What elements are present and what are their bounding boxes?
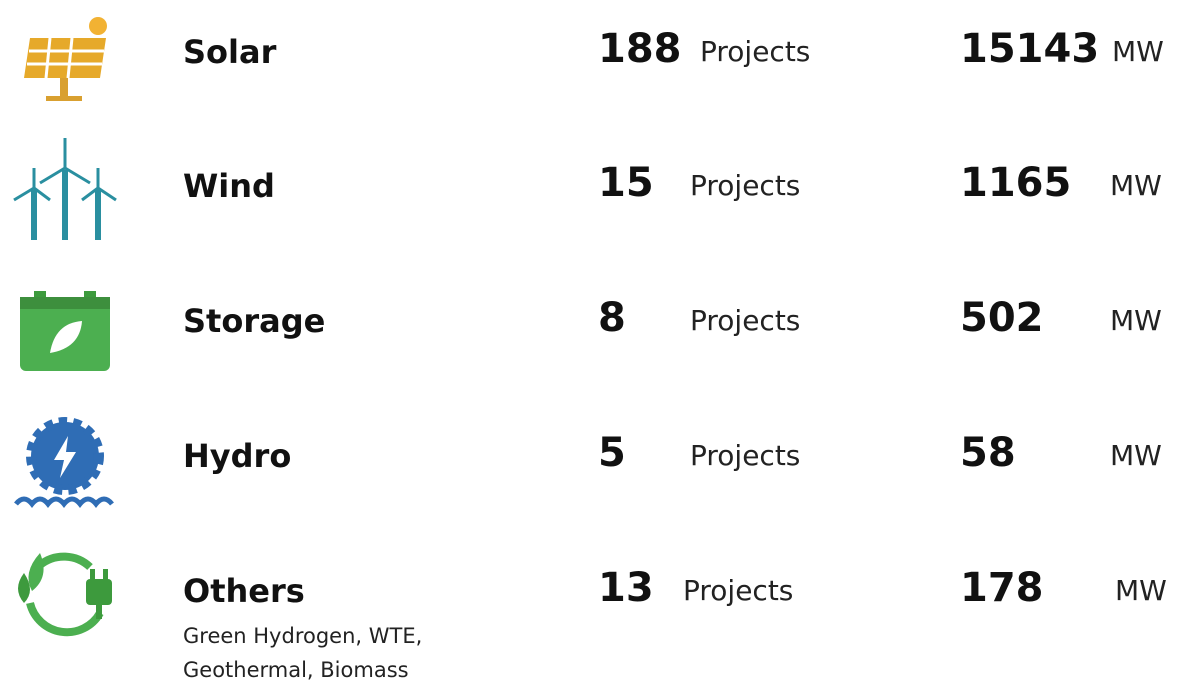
capacity-unit: MW <box>1110 304 1162 337</box>
project-count: 188 <box>598 26 682 72</box>
project-unit: Projects <box>690 439 801 472</box>
wind-icon <box>13 138 117 240</box>
capacity: 15143 <box>960 26 1100 72</box>
project-count: 8 <box>598 295 626 341</box>
capacity: 1165 <box>960 160 1072 206</box>
project-count: 5 <box>598 430 626 476</box>
category-name: Hydro <box>183 437 292 475</box>
capacity: 58 <box>960 430 1016 476</box>
solar-icon <box>24 17 107 101</box>
row-storage: Storage 8 Projects 502 MW <box>0 273 1179 403</box>
project-unit: Projects <box>683 574 794 607</box>
project-count: 15 <box>598 160 654 206</box>
capacity-unit: MW <box>1110 439 1162 472</box>
project-unit: Projects <box>690 304 801 337</box>
project-unit: Projects <box>700 35 811 68</box>
capacity-unit: MW <box>1112 35 1164 68</box>
capacity: 178 <box>960 565 1044 611</box>
category-name: Storage <box>183 302 326 340</box>
storage-icon <box>20 291 110 371</box>
project-unit: Projects <box>690 169 801 202</box>
category-name: Solar <box>183 33 277 71</box>
row-solar: Solar 188 Projects 15143 MW <box>0 4 1179 134</box>
row-others: Others Green Hydrogen, WTE, Geothermal, … <box>0 543 1179 694</box>
capacity-unit: MW <box>1110 169 1162 202</box>
hydro-icon <box>14 417 114 508</box>
others-icon <box>18 552 112 637</box>
project-count: 13 <box>598 565 654 611</box>
capacity: 502 <box>960 295 1044 341</box>
capacity-unit: MW <box>1115 574 1167 607</box>
row-hydro: Hydro 5 Projects 58 MW <box>0 408 1179 538</box>
category-name: Others <box>183 572 305 610</box>
row-wind: Wind 15 Projects 1165 MW <box>0 138 1179 268</box>
category-name: Wind <box>183 167 275 205</box>
category-note: Green Hydrogen, WTE, Geothermal, Biomass <box>183 624 423 682</box>
